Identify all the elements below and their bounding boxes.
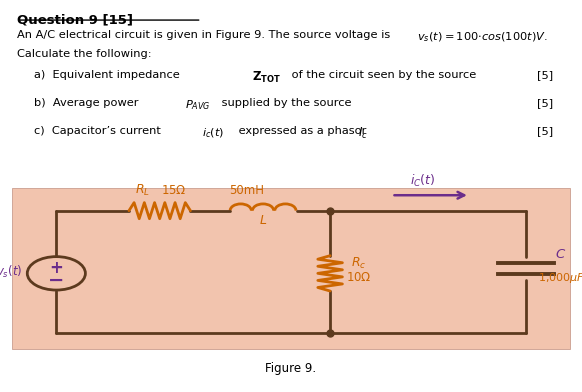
Text: $\mathbf{\mathit{I_c}}$: $\mathbf{\mathit{I_c}}$: [358, 126, 368, 142]
Text: of the circuit seen by the source: of the circuit seen by the source: [288, 70, 477, 80]
Text: c)  Capacitor’s current: c) Capacitor’s current: [34, 126, 165, 136]
Text: An A/C electrical circuit is given in Figure 9. The source voltage is: An A/C electrical circuit is given in Fi…: [17, 31, 394, 40]
Text: $L$: $L$: [259, 214, 267, 227]
Text: $=100{\cdot}cos(100t)V.$: $=100{\cdot}cos(100t)V.$: [442, 31, 548, 44]
Text: $i_C(t)$: $i_C(t)$: [410, 173, 435, 189]
Text: supplied by the source: supplied by the source: [218, 98, 352, 108]
Text: b)  Average power: b) Average power: [34, 98, 142, 108]
Text: $R_L$: $R_L$: [136, 183, 151, 198]
Text: 50mH: 50mH: [229, 184, 264, 197]
Text: Calculate the following:: Calculate the following:: [17, 49, 152, 59]
Text: −: −: [48, 271, 65, 290]
Text: $P_{AVG}$: $P_{AVG}$: [185, 98, 211, 112]
Text: a)  Equivalent impedance: a) Equivalent impedance: [34, 70, 183, 80]
Text: 10$\Omega$: 10$\Omega$: [346, 271, 372, 284]
Text: $v_s(t)$: $v_s(t)$: [0, 264, 22, 280]
Text: [5]: [5]: [537, 126, 553, 136]
Text: $\mathbf{Z}_{\mathbf{TOT}}$: $\mathbf{Z}_{\mathbf{TOT}}$: [252, 70, 281, 85]
Text: $C$: $C$: [555, 248, 566, 261]
Text: [5]: [5]: [537, 70, 553, 80]
Text: expressed as a phasor: expressed as a phasor: [235, 126, 370, 136]
Text: $v_s(t)$: $v_s(t)$: [417, 31, 442, 44]
Text: +: +: [49, 259, 63, 276]
Text: [5]: [5]: [537, 98, 553, 108]
Text: $R_c$: $R_c$: [352, 256, 367, 271]
Text: Question 9 [15]: Question 9 [15]: [17, 13, 133, 27]
Text: 15$\Omega$: 15$\Omega$: [161, 184, 186, 197]
Text: $i_c(t)$: $i_c(t)$: [201, 126, 224, 140]
Text: Figure 9.: Figure 9.: [265, 362, 317, 375]
Text: 1,000$\mu F$: 1,000$\mu F$: [538, 271, 582, 285]
